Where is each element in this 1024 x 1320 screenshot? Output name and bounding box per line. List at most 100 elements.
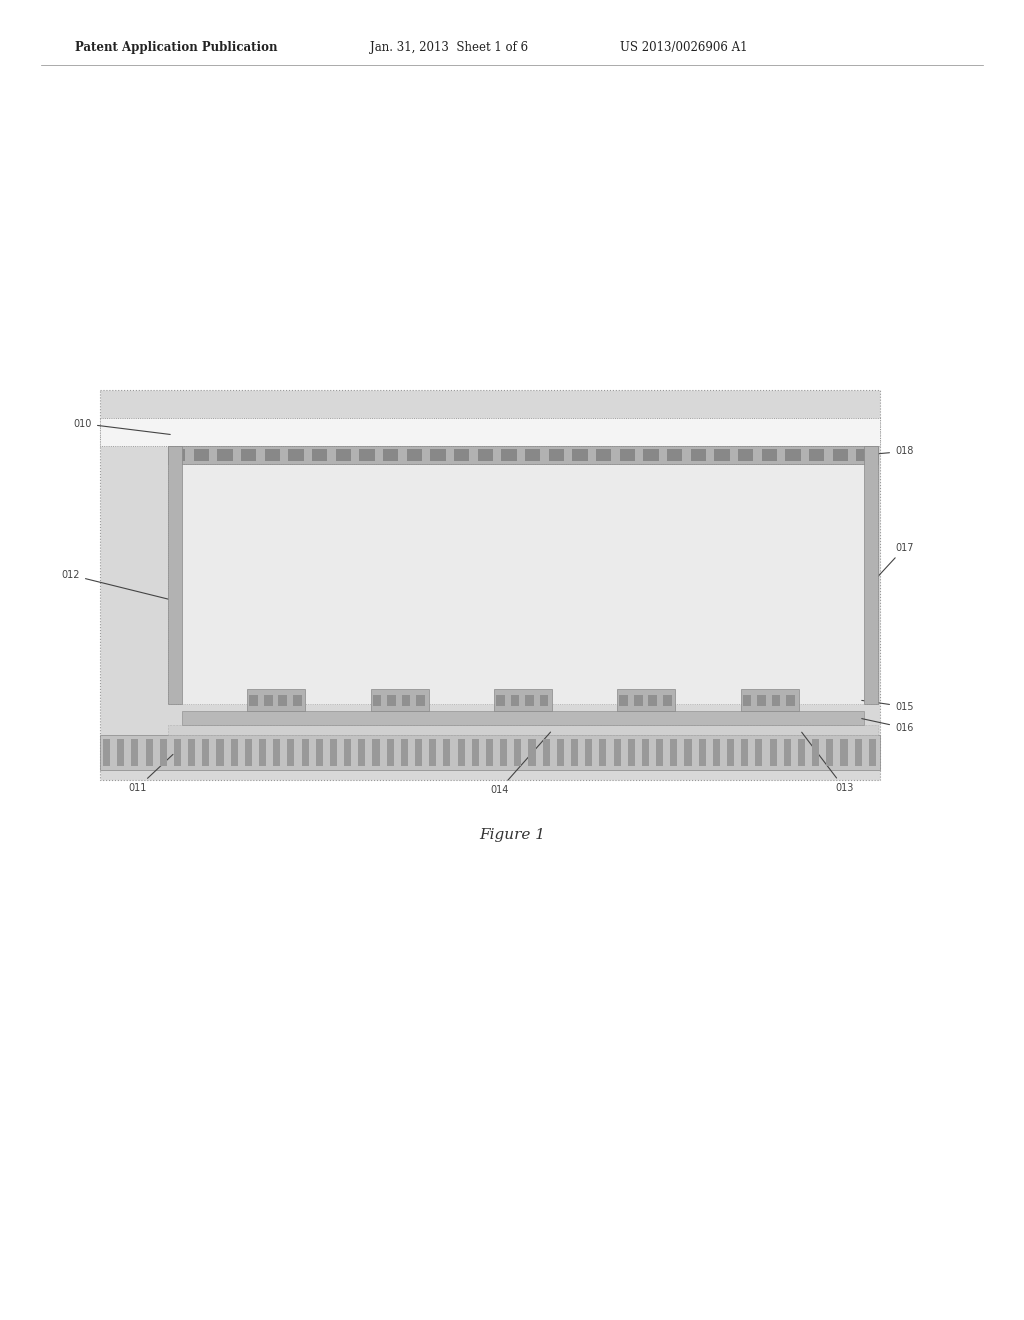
- Bar: [762, 449, 777, 461]
- Bar: [572, 449, 588, 461]
- Bar: [663, 694, 672, 705]
- Bar: [371, 689, 429, 711]
- Text: 010: 010: [74, 418, 170, 434]
- Bar: [100, 389, 880, 780]
- Bar: [293, 694, 301, 705]
- Bar: [786, 694, 795, 705]
- Bar: [525, 449, 541, 461]
- Bar: [620, 694, 628, 705]
- Bar: [248, 689, 305, 711]
- Bar: [500, 739, 507, 766]
- Bar: [168, 465, 878, 704]
- Bar: [617, 689, 676, 711]
- Bar: [264, 694, 272, 705]
- Bar: [856, 449, 871, 461]
- Bar: [648, 694, 657, 705]
- Bar: [245, 739, 252, 766]
- Bar: [241, 449, 256, 461]
- Bar: [170, 449, 185, 461]
- Bar: [407, 449, 422, 461]
- Text: 016: 016: [862, 718, 913, 733]
- Bar: [585, 739, 592, 766]
- Bar: [656, 739, 664, 766]
- Bar: [373, 739, 380, 766]
- Bar: [798, 739, 805, 766]
- Bar: [809, 449, 824, 461]
- Bar: [458, 739, 465, 766]
- Bar: [217, 449, 232, 461]
- Bar: [131, 739, 138, 766]
- Bar: [783, 739, 791, 766]
- Bar: [359, 449, 375, 461]
- Bar: [741, 739, 749, 766]
- Bar: [642, 739, 649, 766]
- Bar: [540, 694, 548, 705]
- Bar: [259, 739, 266, 766]
- Bar: [289, 449, 304, 461]
- Bar: [713, 739, 720, 766]
- Bar: [387, 694, 396, 705]
- Text: 014: 014: [490, 733, 551, 795]
- Bar: [477, 449, 493, 461]
- Bar: [174, 739, 181, 766]
- Text: 018: 018: [866, 446, 913, 457]
- Bar: [667, 449, 682, 461]
- Bar: [117, 739, 124, 766]
- Bar: [454, 449, 469, 461]
- Bar: [312, 449, 328, 461]
- Bar: [596, 449, 611, 461]
- Bar: [401, 694, 411, 705]
- Bar: [599, 739, 606, 766]
- Bar: [514, 739, 521, 766]
- Bar: [684, 739, 691, 766]
- Bar: [188, 739, 196, 766]
- Bar: [613, 739, 621, 766]
- Bar: [740, 689, 799, 711]
- Bar: [387, 739, 393, 766]
- Bar: [336, 449, 351, 461]
- Text: US 2013/0026906 A1: US 2013/0026906 A1: [620, 41, 748, 54]
- Bar: [383, 449, 398, 461]
- Bar: [864, 446, 878, 704]
- Bar: [279, 694, 287, 705]
- Bar: [216, 739, 223, 766]
- Bar: [486, 739, 493, 766]
- Text: 011: 011: [128, 755, 173, 793]
- Bar: [168, 446, 182, 704]
- Bar: [103, 739, 111, 766]
- Bar: [557, 739, 564, 766]
- Bar: [288, 739, 295, 766]
- Bar: [430, 449, 445, 461]
- Bar: [634, 694, 642, 705]
- Text: Jan. 31, 2013  Sheet 1 of 6: Jan. 31, 2013 Sheet 1 of 6: [370, 41, 528, 54]
- Bar: [344, 739, 351, 766]
- Bar: [742, 694, 752, 705]
- Bar: [264, 449, 280, 461]
- Text: Patent Application Publication: Patent Application Publication: [75, 41, 278, 54]
- Bar: [168, 446, 878, 465]
- Bar: [833, 449, 848, 461]
- Bar: [182, 711, 864, 725]
- Bar: [249, 694, 258, 705]
- Bar: [841, 739, 848, 766]
- Text: 012: 012: [61, 570, 172, 601]
- Bar: [855, 739, 862, 766]
- Bar: [549, 449, 564, 461]
- Bar: [643, 449, 658, 461]
- Bar: [690, 449, 707, 461]
- Bar: [145, 739, 153, 766]
- Bar: [738, 449, 754, 461]
- Bar: [273, 739, 281, 766]
- Text: 013: 013: [802, 733, 853, 793]
- Text: 017: 017: [872, 543, 913, 582]
- Bar: [756, 739, 763, 766]
- Bar: [301, 739, 308, 766]
- Bar: [100, 418, 880, 446]
- Bar: [358, 739, 366, 766]
- Bar: [671, 739, 677, 766]
- Bar: [330, 739, 337, 766]
- Bar: [472, 739, 479, 766]
- Bar: [620, 449, 635, 461]
- Bar: [528, 739, 536, 766]
- Bar: [315, 739, 323, 766]
